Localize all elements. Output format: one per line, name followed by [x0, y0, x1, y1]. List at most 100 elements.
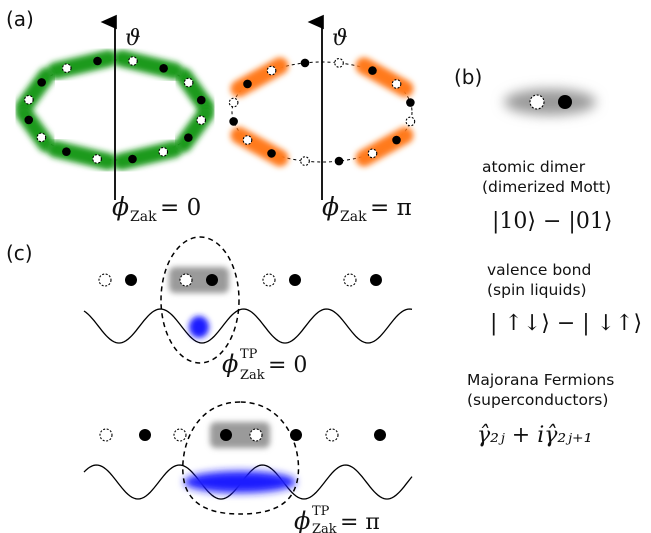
empty-site [266, 65, 277, 76]
phase-label-a-right: ϕ Zak = π [322, 192, 412, 225]
filled-site [93, 56, 102, 66]
lattice-potential-top [83, 308, 413, 344]
empty-site [228, 97, 239, 108]
legend-formula: γ̂₂ⱼ + iγ̂₂ⱼ₊₁ [477, 423, 592, 448]
legend-atomic-dimer: atomic dimer (dimerized Mott) |10⟩ − |01… [482, 158, 612, 234]
filled-site [392, 135, 401, 145]
phi-value: = 0 [268, 353, 307, 378]
filled-site [184, 133, 193, 142]
empty-site [92, 154, 102, 164]
unit-cell-boundary-top [160, 236, 240, 364]
empty-site [128, 56, 138, 66]
legend-title: atomic dimer [482, 158, 586, 176]
phi-subscript: Zak [130, 209, 157, 225]
filled-site [220, 429, 232, 441]
legend-subtitle: (dimerized Mott) [482, 178, 611, 196]
phi-value: = 0 [160, 195, 201, 221]
legend-majorana: Majorana Fermions (superconductors) γ̂₂ⱼ… [467, 371, 614, 448]
phi-value: = π [340, 510, 380, 533]
empty-site [158, 146, 169, 157]
panel-a-label: (a) [6, 7, 34, 31]
legend-subtitle: (spin liquids) [487, 281, 587, 299]
phase-label-c-top: ϕ TP Zak = 0 [222, 347, 307, 383]
empty-site [367, 148, 378, 159]
phi-symbol: ϕ [294, 507, 310, 533]
chain-trivial [79, 236, 413, 364]
filled-site [229, 117, 238, 126]
empty-site [36, 132, 47, 143]
filled-site [128, 154, 137, 164]
filled-site [558, 95, 572, 109]
phi-value: = π [370, 195, 412, 221]
filled-site [406, 98, 415, 107]
bond-cloud [210, 422, 270, 448]
phi-symbol: ϕ [222, 350, 238, 378]
legend-valence-bond: valence bond (spin liquids) | ↑↓⟩ − | ↓↑… [487, 261, 642, 336]
empty-site [183, 77, 194, 88]
filled-site [267, 149, 276, 158]
filled-site [196, 95, 206, 105]
phi-superscript: TP [240, 347, 258, 362]
filled-site [139, 429, 151, 441]
empty-site [173, 428, 187, 442]
empty-site [99, 428, 113, 442]
empty-site [300, 156, 310, 166]
filled-site [370, 274, 382, 286]
chain-topological-bonds [83, 422, 405, 448]
ring-topological-sites [228, 58, 416, 166]
filled-site [37, 78, 46, 87]
filled-site [334, 156, 344, 166]
empty-site [196, 115, 207, 126]
density-localized [189, 316, 209, 338]
dimer-sites [529, 94, 572, 110]
density-delocalized [184, 471, 296, 493]
phi-subscript: Zak [340, 209, 367, 225]
empty-site [334, 58, 344, 68]
legend-formula: | ↑↓⟩ − | ↓↑⟩ [490, 311, 642, 336]
empty-site [391, 79, 402, 89]
chain-topological [83, 401, 413, 515]
empty-site [262, 273, 276, 287]
filled-site [159, 64, 168, 73]
empty-site [98, 273, 112, 287]
filled-site [125, 274, 137, 286]
ring-trivial [15, 49, 215, 171]
unit-cell-boundary-bottom [182, 401, 300, 515]
empty-site [179, 273, 193, 287]
empty-site [325, 428, 339, 442]
phi-symbol: ϕ [322, 192, 339, 221]
phase-label-c-bottom: ϕ TP Zak = π [294, 504, 380, 533]
ring-trivial-sites [23, 56, 207, 164]
filled-site [243, 79, 252, 89]
legend-title: valence bond [487, 261, 591, 279]
legend-formula: |10⟩ − |01⟩ [492, 209, 612, 234]
empty-site [405, 116, 416, 127]
filled-site [206, 274, 218, 286]
empty-site [249, 428, 263, 442]
legend-subtitle: (superconductors) [467, 391, 608, 409]
phi-symbol: ϕ [112, 192, 129, 221]
phi-subscript: Zak [312, 522, 337, 533]
phi-superscript: TP [312, 504, 330, 519]
filled-site [300, 58, 310, 68]
bond-cloud [169, 267, 229, 293]
phase-label-a-left: ϕ Zak = 0 [112, 192, 201, 225]
empty-site [343, 273, 357, 287]
empty-site [529, 94, 545, 110]
filled-site [24, 115, 34, 125]
empty-site [61, 63, 72, 74]
filled-site [62, 147, 71, 156]
legend-title: Majorana Fermions [467, 371, 614, 389]
dimer-cloud [504, 89, 596, 115]
empty-site [23, 94, 34, 105]
empty-site [242, 135, 253, 145]
theta-label-left: ϑ [125, 26, 141, 51]
phi-subscript: Zak [240, 368, 265, 383]
theta-label-right: ϑ [332, 26, 348, 51]
panel-c-label: (c) [6, 241, 33, 265]
panel-b-label: (b) [454, 65, 482, 89]
filled-site [374, 429, 386, 441]
filled-site [289, 274, 301, 286]
filled-site [368, 66, 377, 75]
